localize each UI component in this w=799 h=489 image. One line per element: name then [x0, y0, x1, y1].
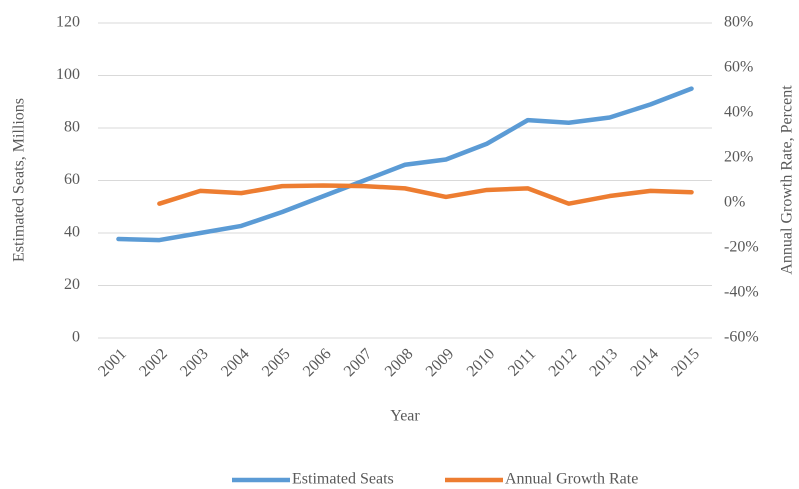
x-tick-label: 2006 — [300, 345, 335, 380]
y2-tick-label: -60% — [724, 329, 759, 346]
x-tick-label: 2001 — [95, 345, 130, 380]
y-tick-label: 120 — [56, 14, 80, 31]
y-tick-label: 80 — [64, 119, 80, 136]
y-tick-label: 100 — [56, 66, 80, 83]
y2-tick-label: 0% — [724, 194, 745, 211]
y-tick-label: 60 — [64, 171, 80, 188]
x-tick-label: 2002 — [136, 345, 171, 380]
y2-tick-label: 60% — [724, 59, 753, 76]
x-tick-label: 2007 — [341, 345, 376, 380]
series-line — [157, 183, 694, 206]
legend-label: Annual Growth Rate — [505, 471, 638, 488]
x-tick-label: 2013 — [586, 345, 621, 380]
x-tick-label: 2009 — [423, 345, 458, 380]
x-tick-label: 2011 — [505, 345, 539, 379]
x-axis-title: Year — [390, 408, 420, 425]
y2-axis-title: Annual Growth Rate, Percent — [779, 85, 796, 275]
y-tick-label: 40 — [64, 224, 80, 241]
series-line — [116, 86, 694, 243]
x-tick-label: 2005 — [259, 345, 294, 380]
y-axis-title: Estimated Seats, Millions — [11, 98, 28, 262]
y-tick-label: 20 — [64, 276, 80, 293]
y2-tick-label: 20% — [724, 149, 753, 166]
y2-tick-label: -20% — [724, 239, 759, 256]
y-tick-label: 0 — [72, 329, 80, 346]
x-tick-label: 2014 — [627, 345, 662, 380]
x-tick-label: 2012 — [546, 345, 581, 380]
legend-label: Estimated Seats — [292, 471, 394, 488]
x-tick-label: 2003 — [177, 345, 212, 380]
x-tick-label: 2010 — [464, 345, 499, 380]
x-tick-label: 2008 — [382, 345, 417, 380]
x-tick-label: 2015 — [668, 345, 703, 380]
y2-tick-label: 80% — [724, 14, 753, 31]
y2-tick-label: -40% — [724, 284, 759, 301]
y2-tick-label: 40% — [724, 104, 753, 121]
x-tick-label: 2004 — [218, 345, 253, 380]
